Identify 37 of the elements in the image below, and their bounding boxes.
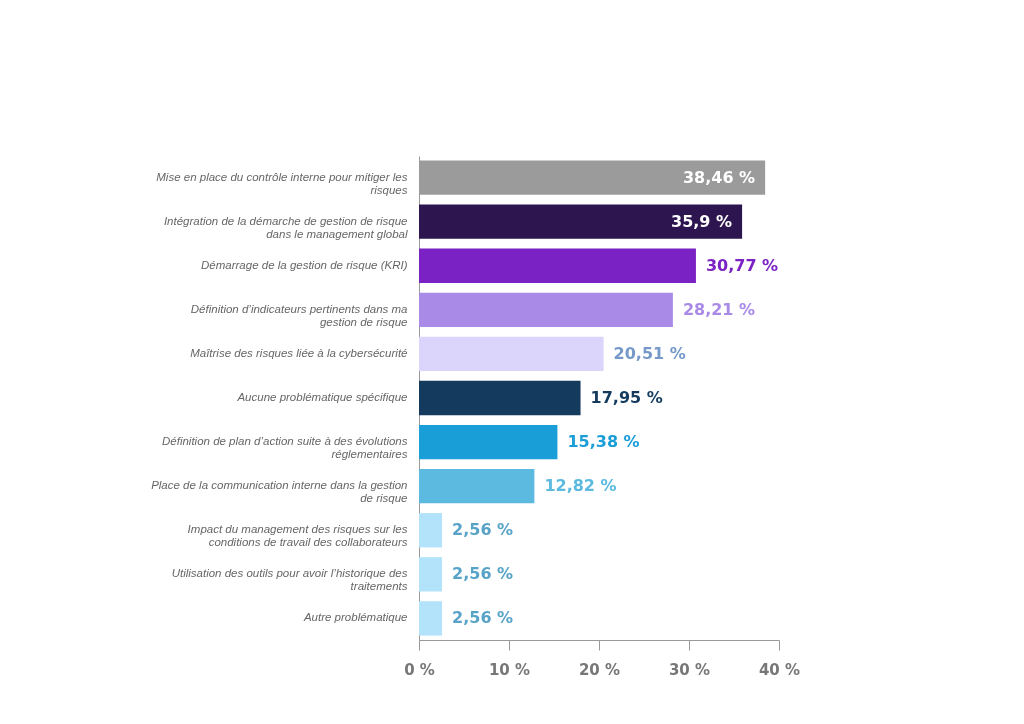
- x-tick-label: 10 %: [488, 660, 531, 679]
- y-tick-label: Maîtrise des risques liée à la cybersécurité: [190, 346, 408, 359]
- bar: [419, 380, 581, 416]
- y-tick-label: Définition d’indicateurs pertinents dans ma gestion de risque: [190, 302, 408, 328]
- x-tick-label: 40 %: [758, 660, 801, 679]
- y-tick-label: Définition de plan d’action suite à des évolutions réglementaires: [162, 435, 408, 461]
- bar: [419, 468, 535, 504]
- x-tick-label: 20 %: [578, 660, 621, 679]
- bar: [419, 513, 443, 548]
- bar: [419, 557, 443, 592]
- y-tick-label: Mise en place du contrôle interne pour mitiger les risques: [156, 170, 408, 196]
- bar: [419, 424, 558, 460]
- data-label: 35,9 %: [671, 211, 733, 231]
- data-label: 12,82 %: [544, 476, 617, 496]
- data-label: 30,77 %: [705, 255, 779, 275]
- data-label: 38,46 %: [682, 167, 756, 187]
- y-tick-label: Impact du management des risques sur les conditions de travail des collaborateurs: [187, 523, 408, 549]
- y-tick-label: Place de la communication interne dans la gestion de risque: [151, 479, 408, 505]
- x-tick-label: 30 %: [668, 660, 711, 679]
- y-tick-label: Autre problématique: [302, 611, 408, 624]
- data-label: 15,38 %: [567, 432, 640, 452]
- data-label: 17,95 %: [590, 388, 663, 407]
- bar: [419, 336, 604, 372]
- y-tick-label: Aucune problématique spécifique: [236, 391, 408, 403]
- y-tick-label: Utilisation des outils pour avoir l’historique des traitements: [171, 567, 408, 593]
- x-tick-label: 0 %: [404, 660, 435, 679]
- bar: [419, 601, 443, 636]
- y-tick-label: Démarrage de la gestion de risque (KRI): [201, 258, 408, 271]
- bar: [419, 292, 673, 328]
- data-label: 20,51 %: [613, 343, 686, 363]
- data-label: 2,56 %: [452, 608, 514, 628]
- data-label: 2,56 %: [452, 564, 514, 584]
- y-tick-label: Intégration de la démarche de gestion de risque dans le management global: [163, 214, 408, 240]
- bar: [419, 204, 743, 239]
- data-label: 28,21 %: [682, 299, 756, 319]
- data-label: 2,56 %: [452, 520, 514, 540]
- bar: [419, 248, 696, 283]
